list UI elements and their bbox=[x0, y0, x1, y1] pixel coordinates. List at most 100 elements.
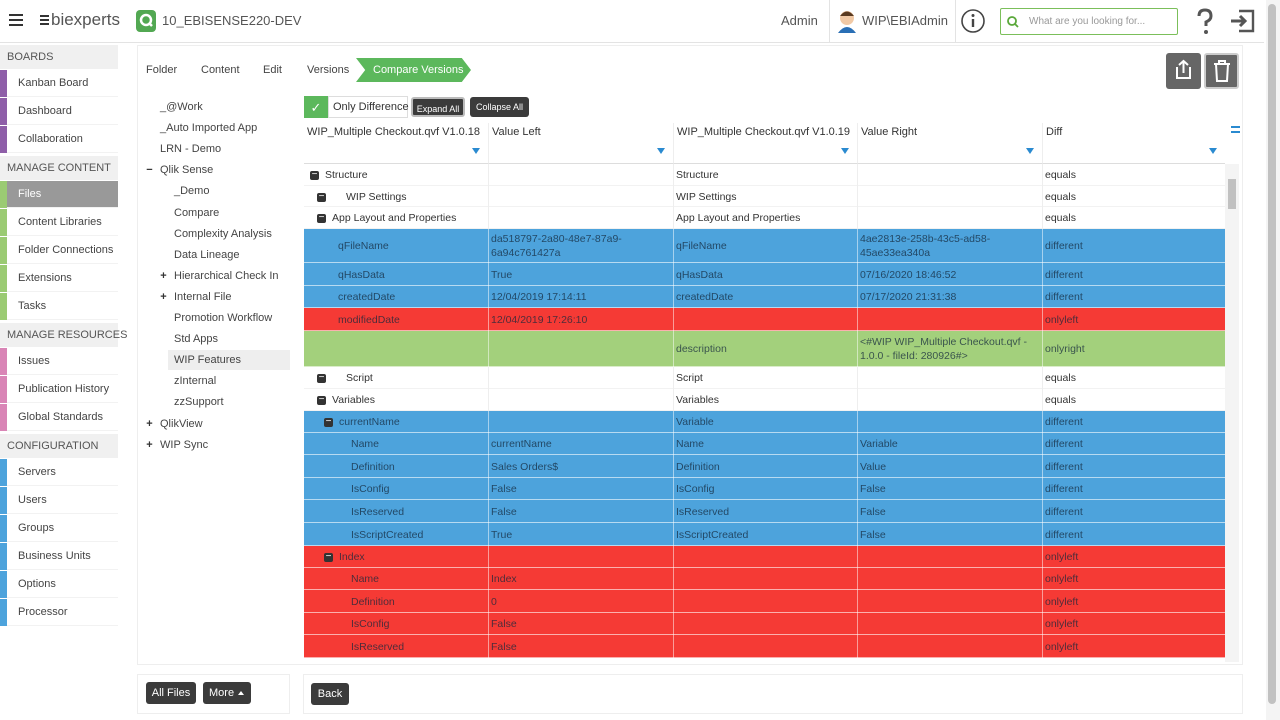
logo-mark bbox=[40, 15, 49, 25]
row-toggle[interactable]: − bbox=[324, 551, 333, 562]
nav-item[interactable]: Options bbox=[0, 571, 118, 598]
nav-item[interactable]: Kanban Board bbox=[0, 70, 118, 97]
page-scrollbar[interactable] bbox=[1266, 0, 1280, 720]
cell-divider bbox=[673, 164, 674, 186]
row-toggle[interactable]: − bbox=[317, 372, 326, 383]
scroll-thumb[interactable] bbox=[1268, 4, 1276, 704]
table-cell: Name bbox=[676, 438, 705, 450]
all-files-button[interactable]: All Files bbox=[146, 682, 196, 704]
filter-icon[interactable] bbox=[472, 148, 480, 154]
row-toggle[interactable]: − bbox=[317, 394, 326, 405]
nav-item[interactable]: Servers bbox=[0, 459, 118, 486]
collapse-all-button[interactable]: Collapse All bbox=[470, 97, 529, 117]
table-cell: WIP Settings bbox=[676, 190, 737, 203]
nav-item[interactable]: Content Libraries bbox=[0, 209, 118, 236]
cell-divider bbox=[1042, 331, 1043, 367]
tree-item[interactable]: _Demo bbox=[174, 185, 210, 198]
tree-item[interactable]: Compare bbox=[174, 206, 220, 219]
nav-item[interactable]: Groups bbox=[0, 515, 118, 542]
tree-item[interactable]: WIP Sync bbox=[160, 438, 209, 451]
tree-item[interactable]: Internal File bbox=[174, 290, 232, 303]
cell-divider bbox=[673, 546, 674, 568]
filter-icon[interactable] bbox=[1209, 148, 1217, 154]
row-toggle[interactable]: − bbox=[317, 212, 326, 223]
breadcrumb-item[interactable]: Folder bbox=[146, 64, 178, 76]
only-difference[interactable]: Only Difference bbox=[328, 96, 409, 118]
tree-item[interactable]: _Auto Imported App bbox=[160, 122, 258, 135]
tree-toggle[interactable]: + bbox=[146, 417, 153, 430]
table-row: qHasData True qHasData 07/16/2020 18:46:52 d… bbox=[304, 263, 1225, 286]
nav-item[interactable]: Files bbox=[0, 181, 118, 208]
tree-item[interactable]: Data Lineage bbox=[174, 248, 240, 261]
import-file-button[interactable] bbox=[1166, 53, 1201, 89]
table-cell: WIP Settings bbox=[346, 190, 407, 203]
search-box[interactable]: What are you looking for... bbox=[1000, 8, 1178, 35]
tree-item[interactable]: Std Apps bbox=[174, 333, 219, 346]
cell-divider bbox=[1042, 500, 1043, 523]
row-toggle[interactable]: − bbox=[324, 416, 333, 427]
nav-item[interactable]: Collaboration bbox=[0, 126, 118, 153]
cell-divider bbox=[488, 635, 489, 658]
row-toggle[interactable]: − bbox=[310, 169, 319, 180]
tree-item[interactable]: LRN - Demo bbox=[160, 143, 222, 156]
info-icon[interactable] bbox=[960, 8, 986, 34]
nav-item[interactable]: Tasks bbox=[0, 293, 118, 320]
column-header: Diff bbox=[1042, 123, 1225, 164]
tree-item[interactable]: zInternal bbox=[174, 375, 217, 388]
tree-item[interactable]: Qlik Sense bbox=[160, 164, 214, 177]
checkbox[interactable]: ✓ bbox=[304, 96, 328, 118]
tree-toggle[interactable]: + bbox=[160, 269, 167, 282]
nav-item[interactable]: Global Standards bbox=[0, 404, 118, 431]
tree-item[interactable]: Promotion Workflow bbox=[174, 312, 273, 324]
filter-icon[interactable] bbox=[841, 148, 849, 154]
nav-color-bar bbox=[0, 515, 7, 542]
tree-item[interactable]: QlikView bbox=[160, 417, 203, 430]
cell-divider bbox=[857, 286, 858, 308]
row-toggle[interactable]: − bbox=[317, 190, 326, 202]
help-icon[interactable] bbox=[1195, 8, 1215, 36]
table-cell: createdDate bbox=[676, 291, 734, 303]
breadcrumb-item[interactable]: Versions bbox=[307, 64, 350, 76]
table-row: description <#WIP WIP_Multiple Checkout.q… bbox=[304, 331, 1225, 367]
nav-item[interactable]: Dashboard bbox=[0, 98, 118, 125]
cell-divider bbox=[488, 433, 489, 455]
filter-icon[interactable] bbox=[1026, 148, 1034, 154]
nav-item[interactable]: Issues bbox=[0, 348, 118, 375]
cell-divider bbox=[1042, 455, 1043, 478]
tree-item[interactable]: zzSupport bbox=[174, 396, 224, 409]
tree-item[interactable]: Hierarchical Check In bbox=[174, 269, 279, 282]
table-cell: 12/04/2019 17:26:10 bbox=[491, 313, 588, 326]
tree-toggle[interactable]: − bbox=[146, 164, 153, 177]
nav-item[interactable]: Publication History bbox=[0, 376, 118, 403]
nav-item[interactable]: Processor bbox=[0, 599, 118, 626]
breadcrumb-item[interactable]: Edit bbox=[263, 64, 282, 76]
tree-item[interactable]: Complexity Analysis bbox=[174, 227, 272, 240]
tree-toggle[interactable]: + bbox=[146, 438, 153, 451]
table-scrollbar[interactable] bbox=[1225, 164, 1239, 662]
breadcrumb-item[interactable]: Content bbox=[201, 64, 240, 76]
cell-divider bbox=[488, 331, 489, 367]
nav-item[interactable]: Folder Connections bbox=[0, 237, 118, 264]
table-cell: onlyleft bbox=[1045, 573, 1079, 585]
breadcrumb-item[interactable]: Compare Versions bbox=[356, 58, 471, 82]
cell-divider bbox=[673, 568, 674, 590]
nav-item[interactable]: Business Units bbox=[0, 543, 118, 570]
table-scroll-thumb[interactable] bbox=[1228, 179, 1236, 209]
tree-toggle[interactable]: + bbox=[160, 290, 167, 303]
column-header: Value Left bbox=[488, 123, 673, 164]
filter-icon[interactable] bbox=[657, 148, 665, 154]
table-cell: Definition bbox=[351, 595, 395, 608]
nav-item[interactable]: Extensions bbox=[0, 265, 118, 292]
recycle-button[interactable] bbox=[1204, 53, 1239, 89]
tree-item[interactable]: WIP Features bbox=[174, 354, 242, 367]
nav-item[interactable]: Users bbox=[0, 487, 118, 514]
expand-all-button[interactable]: Expand All bbox=[411, 97, 465, 117]
tree-item[interactable]: _@Work bbox=[160, 101, 203, 113]
cell-divider bbox=[857, 389, 858, 411]
table-cell: different bbox=[1045, 528, 1083, 541]
logout-icon[interactable] bbox=[1229, 9, 1255, 33]
back-button[interactable]: Back bbox=[311, 683, 349, 705]
menu-icon[interactable] bbox=[9, 13, 23, 27]
more-button[interactable]: More bbox=[203, 682, 251, 704]
column-menu-icon[interactable] bbox=[1231, 126, 1240, 133]
